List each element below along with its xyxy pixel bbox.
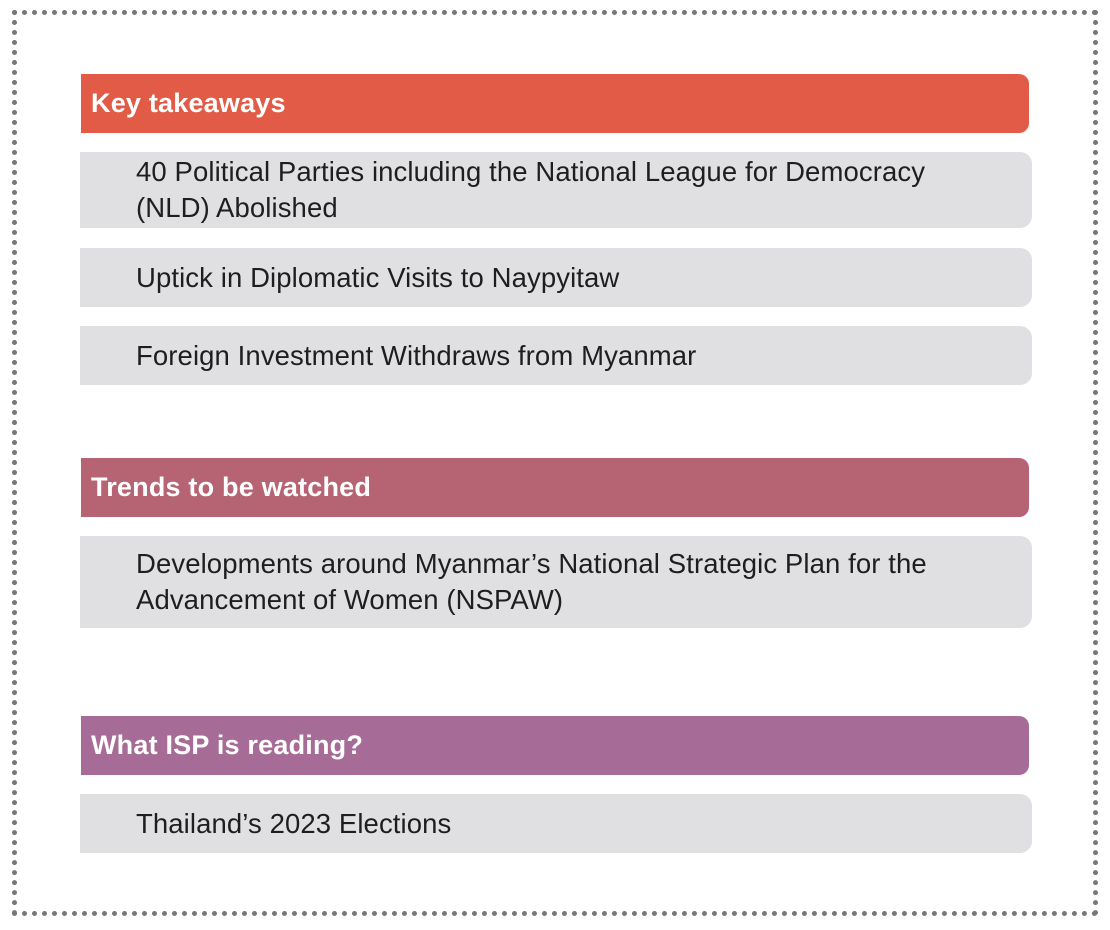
list-item-trend-1: Developments around Myanmar’s National S… [80, 536, 1032, 628]
section-header-trends: Trends to be watched [81, 458, 1029, 517]
list-item-key-takeaway-1: 40 Political Parties including the Natio… [80, 152, 1032, 228]
section-header-reading: What ISP is reading? [81, 716, 1029, 775]
dotted-border-frame [12, 10, 1098, 916]
list-item-key-takeaway-3: Foreign Investment Withdraws from Myanma… [80, 326, 1032, 385]
list-item-key-takeaway-2: Uptick in Diplomatic Visits to Naypyitaw [80, 248, 1032, 307]
section-header-key-takeaways: Key takeaways [81, 74, 1029, 133]
list-item-reading-1: Thailand’s 2023 Elections [80, 794, 1032, 853]
